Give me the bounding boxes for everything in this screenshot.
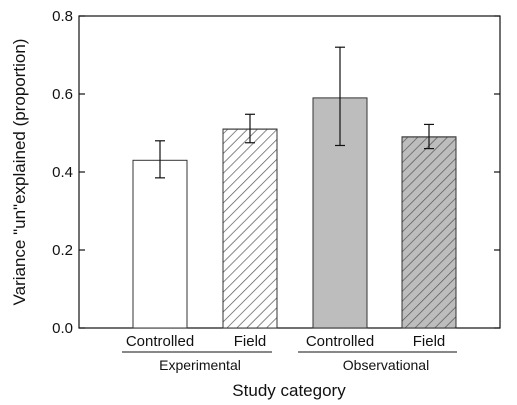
y-axis-title: Variance "un"explained (proportion) [10, 39, 29, 306]
y-tick-label: 0.2 [52, 242, 73, 259]
x-axis-categories: Controlled Field Controlled Field [126, 333, 445, 350]
bar-hatch [401, 136, 457, 329]
x-group-label: Observational [343, 357, 429, 373]
y-tick-label: 0.4 [52, 164, 73, 181]
x-category-label: Field [413, 333, 446, 350]
y-tick-label: 0.0 [52, 320, 73, 337]
x-category-label: Controlled [306, 333, 374, 350]
error-bars [155, 46, 434, 179]
x-axis-title: Study category [232, 381, 346, 400]
bars [132, 97, 457, 329]
x-axis-groups: Experimental Observational [122, 351, 457, 373]
y-axis: 0.0 0.2 0.4 0.6 0.8 [52, 8, 500, 337]
y-tick-label: 0.6 [52, 86, 73, 103]
x-group-label: Experimental [159, 357, 241, 373]
x-category-label: Field [234, 333, 267, 350]
y-tick-label: 0.8 [52, 8, 73, 25]
bar-experimental-controlled [132, 159, 188, 329]
x-category-label: Controlled [126, 333, 194, 350]
bar-hatch [222, 128, 278, 329]
